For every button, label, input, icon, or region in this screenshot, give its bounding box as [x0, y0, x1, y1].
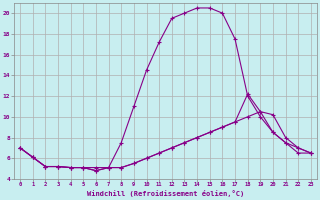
- X-axis label: Windchill (Refroidissement éolien,°C): Windchill (Refroidissement éolien,°C): [87, 190, 244, 197]
